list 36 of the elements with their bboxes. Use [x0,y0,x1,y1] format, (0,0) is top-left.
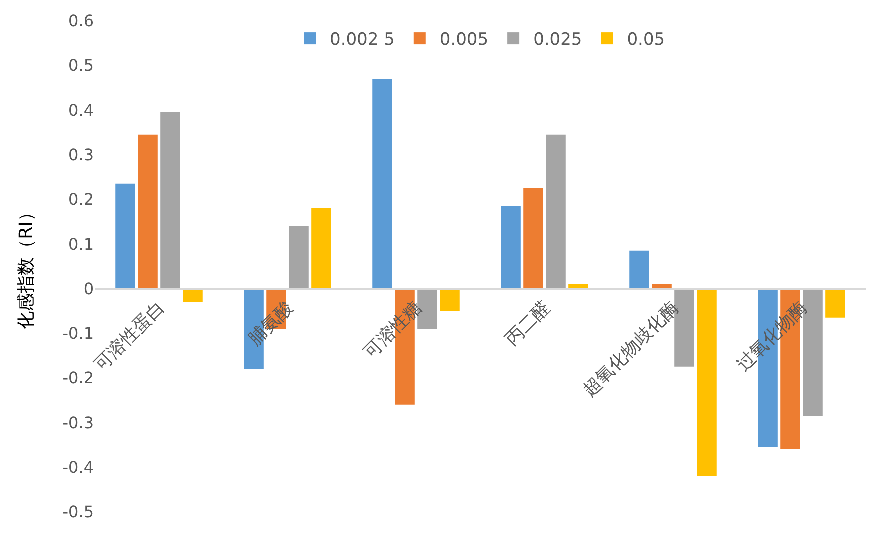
y-axis-title: 化感指数（RI） [16,204,37,330]
y-tick-label: 0 [84,279,94,298]
bar [697,288,717,476]
bar [524,188,544,289]
y-tick-label: -0.2 [62,368,94,388]
y-tick-label: -0.4 [62,458,94,477]
x-tick-label: 丙二醛 [502,297,555,350]
legend-label: 0.05 [627,30,666,50]
legend-label: 0.002 5 [330,30,395,50]
bar [826,288,846,318]
bar [630,250,650,289]
bar [372,79,392,289]
y-tick-label: 0.6 [68,12,94,31]
bar [138,134,158,289]
y-tick-label: 0.4 [68,100,94,120]
legend-label: 0.025 [534,30,582,50]
y-tick-label: -0.5 [62,502,94,522]
bar [440,288,460,312]
y-tick-label: -0.3 [62,413,94,432]
y-tick-label: 0.3 [68,146,94,165]
bar [116,184,136,289]
x-tick-label: 脯氨酸 [244,297,298,350]
bar [546,134,566,289]
y-tick-label: -0.1 [62,324,94,344]
bar [183,288,203,302]
bar [160,112,180,289]
y-tick-label: 0.5 [68,56,94,76]
bar [289,226,309,289]
bar [312,208,332,289]
legend-label: 0.005 [440,30,489,50]
x-tick-label: 过氧化物酶 [733,297,812,376]
x-tick-label: 超氧化物歧化酶 [579,297,684,402]
y-tick-label: 0.2 [68,190,94,210]
x-tick-label: 可溶性糖 [360,297,426,363]
bar [501,206,521,289]
y-tick-label: 0.1 [68,234,94,254]
